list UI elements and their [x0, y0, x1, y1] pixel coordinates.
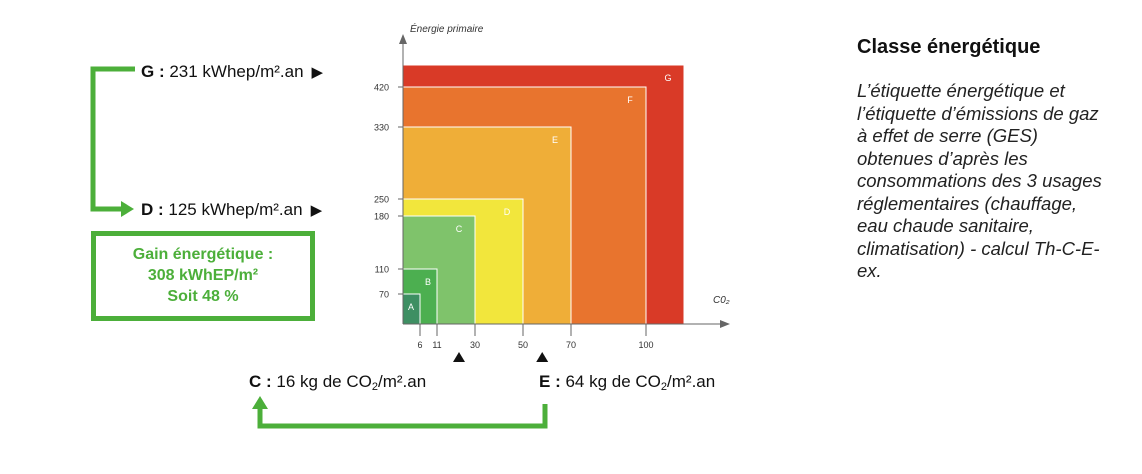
g-pointer-icon: ▶ — [311, 64, 324, 81]
x-tick-label: 70 — [566, 340, 576, 350]
y-tick-label: 70 — [379, 290, 389, 300]
co2-marker-1-icon — [453, 352, 465, 362]
class-letter-f: F — [627, 95, 633, 105]
x-tick-label: 11 — [432, 340, 441, 350]
class-letter-b: B — [425, 277, 431, 287]
y-tick-label: 420 — [374, 83, 389, 93]
y-tick-label: 250 — [374, 195, 389, 205]
d-prefix: D — [141, 200, 154, 219]
c-subscript: 2 — [371, 381, 378, 393]
x-tick-label: 50 — [518, 340, 528, 350]
c-unit: /m².an — [377, 372, 427, 391]
left-connector-arrow — [90, 66, 135, 217]
bottom-connector-arrow — [252, 396, 548, 429]
x-tick-label: 30 — [470, 340, 480, 350]
e-value: 64 kg de CO — [565, 372, 661, 391]
energy-g-label: G : 231 kWhep/m².an ▶ — [141, 62, 323, 82]
ges-e-label: E : 64 kg de CO2/m².an — [539, 372, 715, 393]
g-prefix: G — [141, 62, 155, 81]
d-value: 125 kWhep/m².an — [168, 200, 303, 219]
x-axis-arrowhead — [720, 320, 730, 328]
y-axis-arrowhead — [399, 34, 407, 44]
co2-marker-2-icon — [536, 352, 549, 362]
sidebar-title: Classe énergétique — [857, 36, 1041, 58]
class-letter-d: D — [504, 207, 511, 217]
g-colon: : — [154, 62, 170, 81]
class-letter-c: C — [456, 224, 463, 234]
class-letter-a: A — [408, 302, 414, 312]
y-axis-label: Énergie primaire — [410, 22, 484, 35]
gain-value: 308 kWhEP/m² — [147, 267, 259, 284]
c-colon: : — [261, 372, 277, 391]
y-tick-label: 110 — [375, 265, 389, 275]
y-tick-label: 180 — [374, 212, 389, 222]
y-tick-label: 330 — [374, 123, 389, 133]
x-tick-label: 6 — [417, 340, 422, 350]
gain-title: Gain énergétique : — [132, 246, 274, 263]
c-prefix: C — [249, 372, 262, 391]
e-colon: : — [550, 372, 566, 391]
energy-d-label: D : 125 kWhep/m².an ▶ — [141, 200, 322, 220]
x-tick-label: 100 — [638, 340, 653, 350]
c-value: 16 kg de CO — [276, 372, 372, 391]
e-prefix: E — [539, 372, 551, 391]
ges-c-label: C : 16 kg de CO2/m².an — [249, 372, 426, 393]
class-letter-e: E — [552, 135, 558, 145]
x-axis-label: C0₂ — [713, 295, 730, 306]
d-colon: : — [153, 200, 169, 219]
g-value: 231 kWhep/m².an — [169, 62, 304, 81]
sidebar-description: L’étiquette énergétique et l’étiquette d… — [857, 80, 1102, 281]
gain-percent: Soit 48 % — [167, 288, 239, 305]
class-letter-g: G — [664, 73, 671, 83]
e-unit: /m².an — [667, 372, 716, 391]
e-subscript: 2 — [660, 381, 668, 393]
d-pointer-icon: ▶ — [310, 202, 323, 219]
energy-gain-box: Gain énergétique : 308 kWhEP/m² Soit 48 … — [91, 231, 315, 321]
